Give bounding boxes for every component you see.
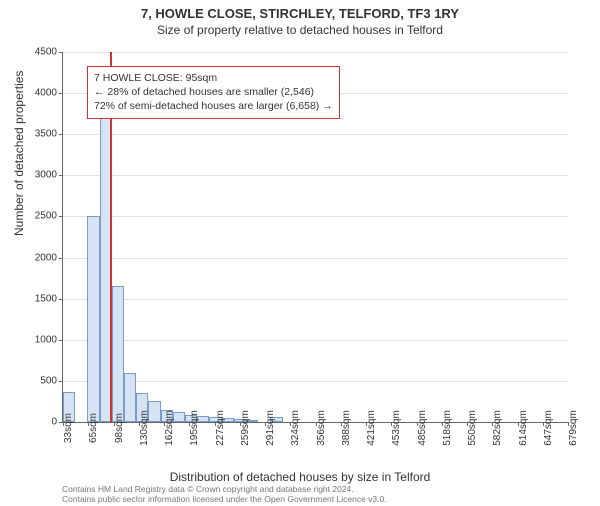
x-tick-label: 259sqm: [240, 410, 251, 446]
x-tick-mark: [492, 422, 493, 426]
x-tick-label: 162sqm: [164, 410, 175, 446]
x-tick-mark: [366, 422, 367, 426]
x-tick-mark: [139, 422, 140, 426]
histogram-bar: [87, 216, 99, 422]
y-tick-mark: [59, 93, 63, 94]
histogram-bar: [148, 401, 160, 422]
x-tick-mark: [240, 422, 241, 426]
x-tick-mark: [290, 422, 291, 426]
x-tick-label: 33sqm: [63, 413, 74, 443]
gridline: [63, 299, 568, 300]
gridline: [63, 381, 568, 382]
x-tick-mark: [88, 422, 89, 426]
y-tick-mark: [59, 134, 63, 135]
y-tick-label: 500: [40, 375, 57, 386]
y-tick-label: 0: [51, 417, 57, 428]
x-tick-label: 356sqm: [316, 410, 327, 446]
x-tick-label: 453sqm: [391, 410, 402, 446]
y-tick-mark: [59, 299, 63, 300]
chart-subtitle: Size of property relative to detached ho…: [0, 23, 600, 37]
y-tick-label: 4000: [35, 88, 57, 99]
x-tick-mark: [341, 422, 342, 426]
x-tick-label: 485sqm: [417, 410, 428, 446]
y-tick-label: 2500: [35, 211, 57, 222]
x-tick-mark: [164, 422, 165, 426]
gridline: [63, 216, 568, 217]
footer: Contains HM Land Registry data © Crown c…: [62, 484, 387, 504]
x-tick-mark: [316, 422, 317, 426]
x-tick-label: 550sqm: [467, 410, 478, 446]
footer-line1: Contains HM Land Registry data © Crown c…: [62, 484, 387, 494]
y-tick-mark: [59, 340, 63, 341]
annotation-box: 7 HOWLE CLOSE: 95sqm ← 28% of detached h…: [87, 66, 340, 119]
y-tick-label: 1000: [35, 334, 57, 345]
footer-line2: Contains public sector information licen…: [62, 494, 387, 504]
gridline: [63, 258, 568, 259]
gridline: [63, 134, 568, 135]
x-tick-label: 227sqm: [215, 410, 226, 446]
chart-title: 7, HOWLE CLOSE, STIRCHLEY, TELFORD, TF3 …: [0, 6, 600, 21]
x-tick-mark: [391, 422, 392, 426]
x-tick-label: 195sqm: [189, 410, 200, 446]
annotation-line1: 7 HOWLE CLOSE: 95sqm: [94, 71, 333, 85]
histogram-bar: [124, 373, 136, 422]
x-tick-mark: [114, 422, 115, 426]
x-tick-mark: [189, 422, 190, 426]
x-tick-mark: [543, 422, 544, 426]
y-tick-label: 3000: [35, 170, 57, 181]
y-tick-label: 1500: [35, 293, 57, 304]
y-tick-mark: [59, 258, 63, 259]
x-tick-mark: [518, 422, 519, 426]
gridline: [63, 52, 568, 53]
x-tick-label: 518sqm: [442, 410, 453, 446]
x-tick-label: 130sqm: [139, 410, 150, 446]
y-axis-label: Number of detached properties: [12, 71, 26, 236]
x-tick-label: 421sqm: [366, 410, 377, 446]
x-tick-mark: [568, 422, 569, 426]
x-tick-label: 582sqm: [492, 410, 503, 446]
y-tick-mark: [59, 52, 63, 53]
y-tick-mark: [59, 381, 63, 382]
x-tick-label: 388sqm: [341, 410, 352, 446]
x-tick-mark: [63, 422, 64, 426]
y-tick-mark: [59, 216, 63, 217]
x-tick-label: 291sqm: [265, 410, 276, 446]
x-tick-label: 679sqm: [568, 410, 579, 446]
x-tick-mark: [265, 422, 266, 426]
y-tick-label: 4500: [35, 47, 57, 58]
y-tick-mark: [59, 175, 63, 176]
x-axis-label: Distribution of detached houses by size …: [0, 470, 600, 484]
y-tick-label: 3500: [35, 129, 57, 140]
x-tick-label: 324sqm: [290, 410, 301, 446]
histogram-bar: [112, 286, 124, 422]
gridline: [63, 340, 568, 341]
x-tick-mark: [467, 422, 468, 426]
annotation-line2: ← 28% of detached houses are smaller (2,…: [94, 85, 333, 99]
plot-area: 05001000150020002500300035004000450033sq…: [62, 52, 568, 423]
chart-container: 7, HOWLE CLOSE, STIRCHLEY, TELFORD, TF3 …: [0, 6, 600, 506]
annotation-line3: 72% of semi-detached houses are larger (…: [94, 99, 333, 113]
x-tick-label: 98sqm: [114, 413, 125, 443]
gridline: [63, 175, 568, 176]
x-tick-label: 647sqm: [543, 410, 554, 446]
x-tick-mark: [215, 422, 216, 426]
x-tick-mark: [417, 422, 418, 426]
y-tick-label: 2000: [35, 252, 57, 263]
x-tick-label: 614sqm: [518, 410, 529, 446]
x-tick-label: 65sqm: [88, 413, 99, 443]
x-tick-mark: [442, 422, 443, 426]
